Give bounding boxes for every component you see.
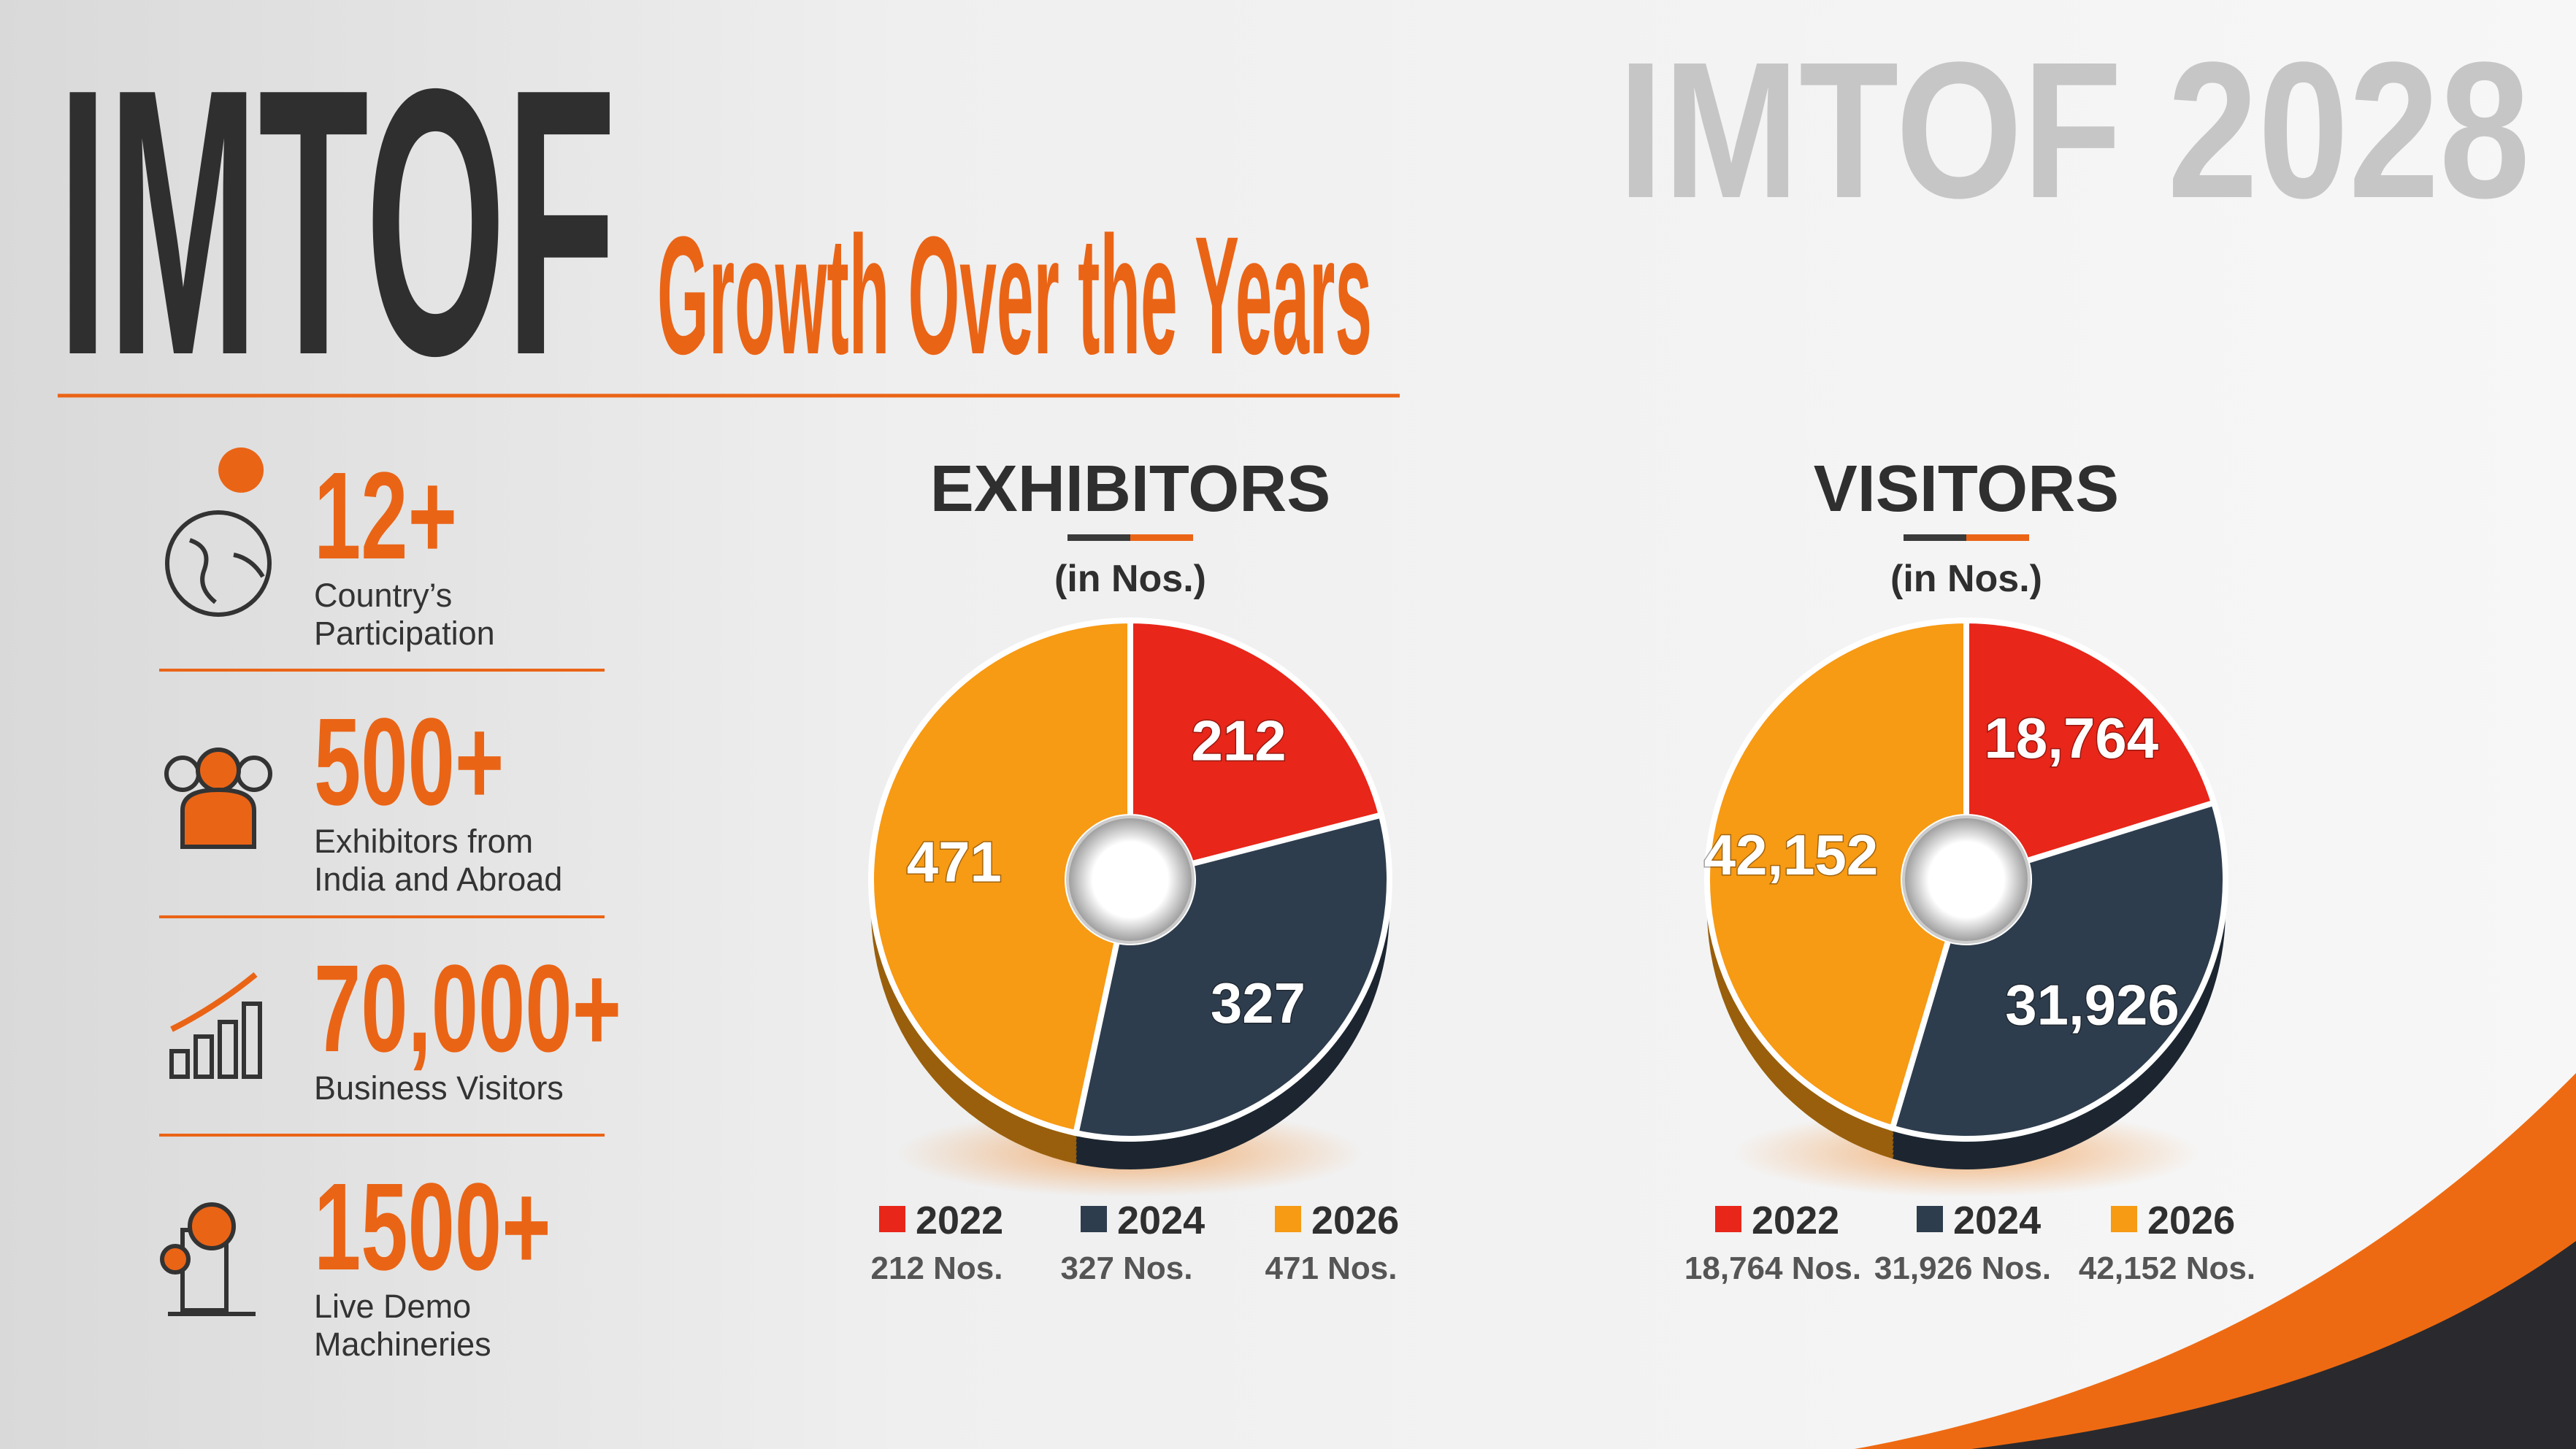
- charts: EXHIBITORS (in Nos.) 212 327 471 2022 212 Nos.…: [867, 453, 2255, 1286]
- stat-label: Business Visitors: [314, 1069, 564, 1107]
- stat-label: Machineries: [314, 1326, 491, 1363]
- swoosh-dark: [1971, 1241, 2576, 1449]
- tagline: Growth Over the Years: [657, 201, 1372, 389]
- stat-value: 500+: [314, 692, 504, 831]
- legend-swatch: [879, 1206, 905, 1232]
- chart-subtitle: (in Nos.): [1054, 558, 1206, 600]
- slice-label: 212: [1192, 708, 1287, 772]
- title-bar-dark: [1067, 534, 1130, 541]
- chart-title: EXHIBITORS: [930, 453, 1330, 526]
- slice-label: 31,926: [2005, 972, 2180, 1037]
- brand: IMTOF: [58, 10, 616, 434]
- legend-swatch: [1715, 1206, 1741, 1232]
- chart-subtitle: (in Nos.): [1890, 558, 2042, 600]
- icon-globe: [165, 447, 272, 617]
- chart-title: VISITORS: [1814, 453, 2119, 526]
- legend-note: 42,152 Nos.: [2079, 1250, 2255, 1286]
- legend-note: 212 Nos.: [871, 1250, 1003, 1286]
- stat-label: Live Demo: [314, 1288, 471, 1325]
- title-bar-dark: [1904, 534, 1966, 541]
- legend-swatch: [1275, 1206, 1301, 1232]
- legend-label: 2026: [1311, 1199, 1399, 1242]
- title-bar-orange: [1966, 534, 2029, 541]
- legend-note: 31,926 Nos.: [1874, 1250, 2051, 1286]
- stat-label: India and Abroad: [314, 861, 562, 898]
- icon-growth: [169, 972, 262, 1079]
- icon-machine: [160, 1202, 256, 1316]
- legend-label: 2024: [1953, 1199, 2041, 1242]
- legend-label: 2024: [1117, 1199, 1205, 1242]
- legend-note: 18,764 Nos.: [1684, 1250, 1861, 1286]
- donut-hole: [1066, 815, 1195, 944]
- stat-label: Exhibitors from: [314, 823, 533, 860]
- legend-label: 2026: [2147, 1199, 2235, 1242]
- slice-label: 327: [1211, 971, 1306, 1035]
- legend-label: 2022: [916, 1199, 1003, 1242]
- legend-note: 327 Nos.: [1061, 1250, 1193, 1286]
- stat-value: 1500+: [314, 1157, 551, 1296]
- stat-label: Participation: [314, 615, 495, 652]
- icon-people: [164, 747, 272, 849]
- donut-hole: [1902, 815, 2031, 944]
- legend-swatch: [1081, 1206, 1107, 1232]
- legend-label: 2022: [1752, 1199, 1839, 1242]
- stat-label: Country’s: [314, 577, 452, 614]
- legend-swatch: [1917, 1206, 1943, 1232]
- legend-note: 471 Nos.: [1265, 1250, 1398, 1286]
- slice-label: 471: [907, 829, 1002, 893]
- slice-label: 18,764: [1985, 706, 2159, 770]
- edition: IMTOF 2028: [1618, 22, 2530, 239]
- stat-value: 70,000+: [314, 939, 621, 1078]
- title-bar-orange: [1130, 534, 1193, 541]
- stat-value: 12+: [314, 446, 457, 585]
- slice-label: 42,152: [1704, 823, 1879, 887]
- legend-swatch: [2111, 1206, 2137, 1232]
